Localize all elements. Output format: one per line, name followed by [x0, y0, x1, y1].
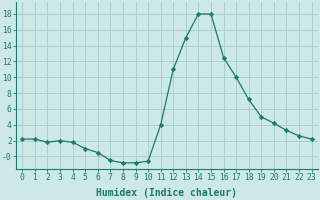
X-axis label: Humidex (Indice chaleur): Humidex (Indice chaleur) — [96, 188, 237, 198]
